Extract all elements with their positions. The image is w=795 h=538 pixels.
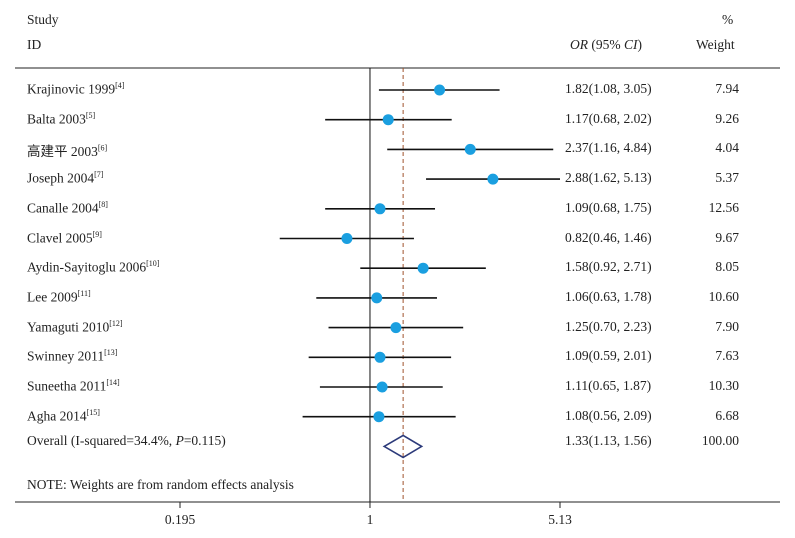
study-or-ci: 1.25(0.70, 2.23) [565, 318, 652, 334]
study-or-ci: 1.08(0.56, 2.09) [565, 407, 652, 423]
study-weight: 12.56 [708, 199, 739, 215]
overall-diamond [382, 434, 424, 459]
study-ref: [6] [97, 143, 108, 153]
study-weight: 6.68 [715, 407, 739, 423]
study-label: Agha 2014[15] [27, 408, 100, 425]
study-label: Swinney 2011[13] [27, 348, 117, 365]
or-label: OR [570, 37, 588, 52]
study-weight: 4.04 [715, 140, 739, 156]
study-or-ci: 1.11(0.65, 1.87) [565, 378, 652, 393]
study-weight: 10.30 [708, 378, 739, 393]
study-label: Lee 2009[11] [27, 289, 91, 306]
study-ref: [11] [77, 288, 91, 298]
study-ref: [8] [98, 199, 108, 209]
study-or-ci: 1.09(0.59, 2.01) [565, 348, 652, 364]
study-or-ci: 2.37(1.16, 4.84) [565, 140, 652, 156]
or-ci-header: OR (95% CI) [570, 37, 642, 53]
study-label: Joseph 2004[7] [27, 170, 103, 187]
point-estimate [464, 143, 476, 155]
study-label: Balta 2003[5] [27, 111, 95, 128]
id-header: ID [27, 37, 42, 52]
study-ref: [15] [86, 407, 100, 417]
point-estimate [417, 262, 429, 274]
study-name: Yamaguti 2010 [27, 319, 110, 335]
point-estimate [390, 322, 402, 334]
study-weight: 9.26 [715, 110, 739, 126]
study-name: Joseph 2004 [27, 170, 95, 186]
percent-header: % [722, 12, 734, 27]
study-or-ci: 1.06(0.63, 1.78) [565, 288, 652, 304]
weight-header: Weight [696, 37, 735, 52]
point-estimate [371, 292, 383, 304]
point-estimate [341, 233, 353, 244]
study-weight: 7.90 [715, 318, 739, 334]
study-name: Balta 2003 [27, 111, 86, 127]
point-estimate [487, 173, 499, 185]
point-estimate [382, 114, 394, 126]
study-or-ci: 2.88(1.62, 5.13) [565, 170, 652, 186]
study-weight: 7.63 [715, 348, 739, 364]
study-name: Clavel 2005 [27, 230, 93, 245]
study-name: Lee 2009 [27, 289, 78, 305]
point-estimate [374, 351, 386, 363]
study-or-ci: 1.82(1.08, 3.05) [565, 81, 652, 96]
study-ref: [9] [92, 229, 102, 239]
overall-weight: 100.00 [701, 433, 739, 448]
study-name: Agha 2014 [27, 408, 87, 424]
study-weight: 9.67 [715, 229, 739, 245]
study-name: Swinney 2011 [27, 348, 105, 364]
study-ref: [4] [115, 81, 125, 90]
study-weight: 10.60 [708, 288, 739, 304]
study-or-ci: 1.17(0.68, 2.02) [565, 110, 652, 126]
study-label: 高建平 2003[6] [27, 140, 107, 160]
study-or-ci: 1.09(0.68, 1.75) [565, 199, 652, 215]
overall-label-post: =0.115) [183, 433, 226, 448]
note-text: NOTE: Weights are from random effects an… [27, 477, 294, 492]
x-tick-label: 1 [366, 512, 374, 527]
point-estimate [434, 84, 446, 96]
ci-label: (95% [591, 37, 624, 52]
study-header: Study [27, 12, 59, 27]
study-name: 高建平 2003 [27, 144, 98, 160]
study-ref: [12] [109, 318, 123, 328]
study-label: Aydin-Sayitoglu 2006[10] [27, 259, 159, 276]
study-label: Krajinovic 1999[4] [27, 81, 124, 98]
study-name: Krajinovic 1999 [27, 81, 116, 97]
study-label: Suneetha 2011[14] [27, 378, 120, 395]
study-ref: [7] [94, 170, 104, 180]
point-estimate [376, 381, 388, 393]
point-estimate [373, 411, 385, 423]
overall-label-p: P [175, 433, 184, 448]
study-label: Clavel 2005[9] [27, 230, 102, 247]
study-ref: [14] [106, 378, 120, 387]
study-or-ci: 1.58(0.92, 2.71) [565, 259, 652, 275]
x-tick-label: 5.13 [548, 512, 572, 527]
study-weight: 5.37 [715, 170, 739, 186]
study-label: Canalle 2004[8] [27, 200, 108, 217]
overall-ci: 1.33(1.13, 1.56) [565, 433, 652, 448]
study-label: Yamaguti 2010[12] [27, 319, 123, 336]
study-ref: [13] [104, 348, 118, 358]
overall-label: Overall (I-squared=34.4%, P=0.115) [27, 433, 226, 449]
study-name: Suneetha 2011 [27, 378, 107, 394]
ci-italic: CI [624, 37, 638, 52]
study-or-ci: 0.82(0.46, 1.46) [565, 229, 652, 245]
study-ref: [10] [146, 259, 160, 269]
study-ref: [5] [85, 110, 96, 120]
study-name: Aydin-Sayitoglu 2006 [27, 259, 147, 275]
study-name: Canalle 2004 [27, 200, 99, 216]
point-estimate [374, 203, 386, 215]
study-weight: 7.94 [715, 81, 739, 96]
x-tick-label: 0.195 [164, 512, 196, 527]
ci-close: ) [637, 37, 643, 52]
overall-label-pre: Overall (I-squared=34.4%, [27, 433, 176, 448]
study-weight: 8.05 [715, 259, 739, 275]
